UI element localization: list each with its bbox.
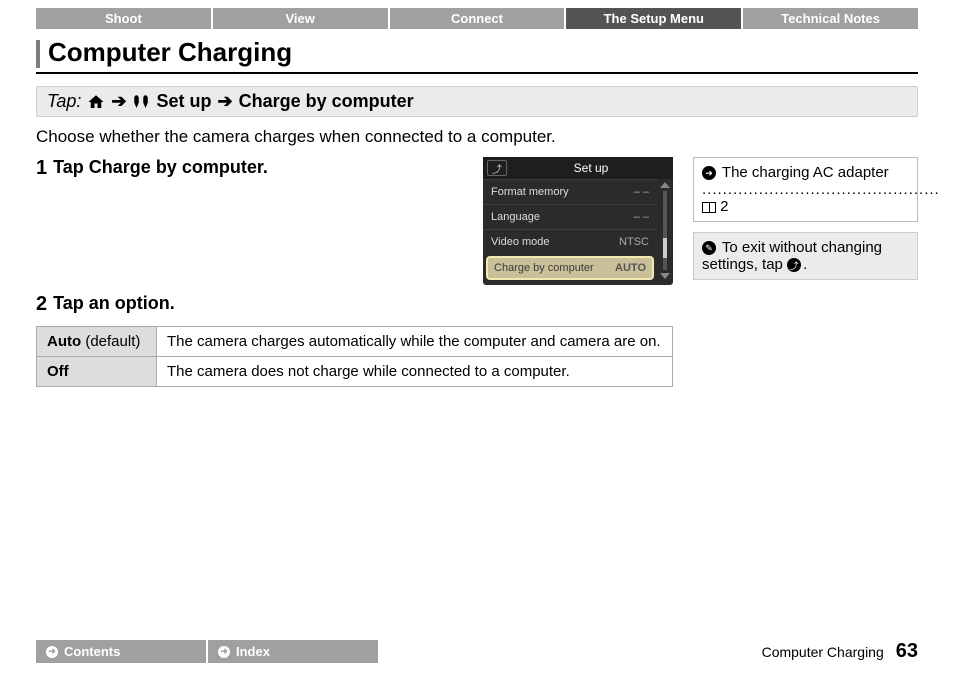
breadcrumb-setup: Set up xyxy=(156,91,211,112)
options-table: Auto (default) The camera charges automa… xyxy=(36,326,673,387)
footer-index-link[interactable]: ➜ Index xyxy=(208,640,378,663)
tab-connect[interactable]: Connect xyxy=(390,8,565,29)
step-number: 1 xyxy=(36,157,47,180)
link-icon: ➜ xyxy=(218,646,230,658)
breadcrumb-tap-label: Tap: xyxy=(47,91,81,112)
page-title-row: Computer Charging xyxy=(36,37,918,74)
intro-text: Choose whether the camera charges when c… xyxy=(36,127,918,147)
footer-contents-link[interactable]: ➜ Contents xyxy=(36,640,206,663)
step-2: 2 Tap an option. xyxy=(36,293,673,316)
scroll-up-icon xyxy=(660,182,670,188)
arrow-icon: ➔ xyxy=(111,91,126,112)
table-row: Off The camera does not charge while con… xyxy=(37,357,673,387)
camera-menu-item: Format memory – – xyxy=(483,179,657,204)
footer-section: Computer Charging xyxy=(762,644,884,660)
camera-back-icon: ⤴ xyxy=(487,160,507,176)
see-also-page[interactable]: 2 xyxy=(720,198,728,215)
book-icon xyxy=(702,202,716,213)
tab-technical-notes[interactable]: Technical Notes xyxy=(743,8,918,29)
camera-scrollbar xyxy=(657,179,673,282)
step-number: 2 xyxy=(36,293,47,316)
scroll-down-icon xyxy=(660,273,670,279)
step-text: Tap an option. xyxy=(53,293,175,316)
step-text: Tap Charge by computer. xyxy=(53,157,268,180)
page-title: Computer Charging xyxy=(48,37,292,68)
breadcrumb: Tap: ➔ Set up ➔ Charge by computer xyxy=(36,86,918,117)
title-accent-bar xyxy=(36,40,40,68)
step-1: 1 Tap Charge by computer. xyxy=(36,157,473,180)
see-also-text: The charging AC adapter xyxy=(722,164,889,181)
footer: ➜ Contents ➜ Index Computer Charging 63 xyxy=(36,640,918,663)
tip-text-suffix: . xyxy=(803,256,807,273)
camera-menu-title: Set up xyxy=(513,161,669,175)
dotted-leader: ........................................… xyxy=(702,181,940,198)
camera-menu-item: Language – – xyxy=(483,204,657,229)
top-tabs: Shoot View Connect The Setup Menu Techni… xyxy=(36,8,918,29)
camera-menu-item-selected: Charge by computer AUTO xyxy=(486,256,654,280)
camera-menu-screenshot: ⤴ Set up Format memory – – Language – – xyxy=(483,157,673,285)
pencil-icon: ✎ xyxy=(702,241,716,255)
link-icon: ➜ xyxy=(46,646,58,658)
home-icon xyxy=(87,93,105,111)
option-desc-cell: The camera does not charge while connect… xyxy=(157,357,673,387)
breadcrumb-target: Charge by computer xyxy=(239,91,414,112)
tab-setup-menu[interactable]: The Setup Menu xyxy=(566,8,741,29)
tip-box: ✎ To exit without changing settings, tap… xyxy=(693,232,918,280)
wrench-icon xyxy=(132,93,150,111)
arrow-icon: ➔ xyxy=(217,91,232,112)
camera-menu-item: Video mode NTSC xyxy=(483,229,657,254)
option-name-cell: Auto (default) xyxy=(37,327,157,357)
back-icon: ⤴ xyxy=(787,258,801,272)
table-row: Auto (default) The camera charges automa… xyxy=(37,327,673,357)
see-also-icon: ➜ xyxy=(702,166,716,180)
page-number: 63 xyxy=(896,640,918,663)
see-also-box: ➜ The charging AC adapter ..............… xyxy=(693,157,918,222)
tab-view[interactable]: View xyxy=(213,8,388,29)
tab-shoot[interactable]: Shoot xyxy=(36,8,211,29)
option-desc-cell: The camera charges automatically while t… xyxy=(157,327,673,357)
option-name-cell: Off xyxy=(37,357,157,387)
